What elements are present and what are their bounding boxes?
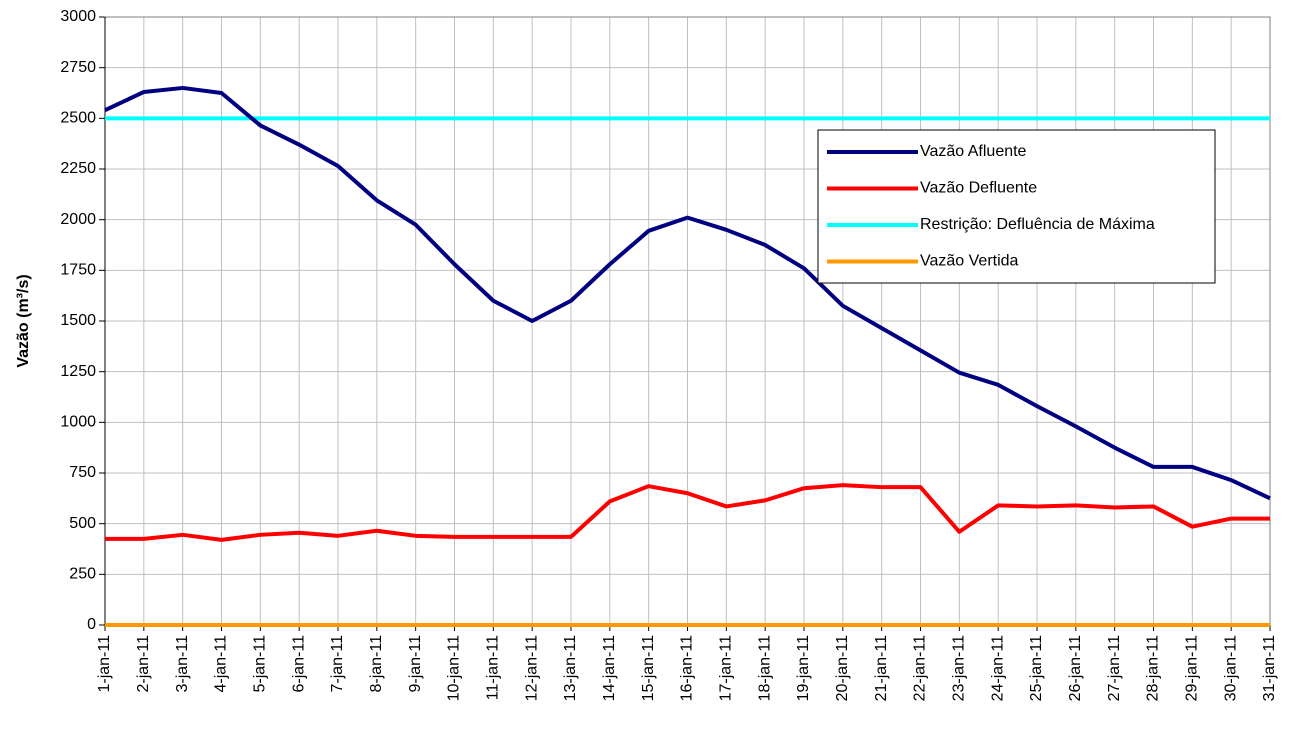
x-tick-label: 12-jan-11 bbox=[523, 635, 540, 702]
x-tick-label: 2-jan-11 bbox=[135, 635, 152, 693]
x-tick-label: 1-jan-11 bbox=[96, 635, 113, 693]
y-tick-label: 2000 bbox=[60, 211, 96, 228]
x-tick-label: 22-jan-11 bbox=[912, 635, 929, 702]
legend-label: Vazão Defluente bbox=[920, 180, 1037, 197]
x-tick-label: 9-jan-11 bbox=[407, 635, 424, 693]
x-tick-label: 17-jan-11 bbox=[718, 635, 735, 702]
x-tick-label: 7-jan-11 bbox=[329, 635, 346, 693]
y-tick-label: 1250 bbox=[60, 363, 96, 380]
x-tick-label: 11-jan-11 bbox=[485, 635, 502, 700]
x-tick-label: 10-jan-11 bbox=[446, 635, 463, 702]
y-tick-label: 500 bbox=[69, 515, 96, 532]
x-tick-label: 14-jan-11 bbox=[601, 635, 618, 702]
x-tick-label: 21-jan-11 bbox=[873, 635, 890, 702]
x-tick-label: 13-jan-11 bbox=[562, 635, 579, 702]
legend-label: Vazão Vertida bbox=[920, 253, 1019, 270]
x-tick-label: 15-jan-11 bbox=[640, 635, 657, 702]
y-tick-label: 1750 bbox=[60, 262, 96, 279]
x-tick-label: 3-jan-11 bbox=[174, 635, 191, 693]
x-tick-label: 25-jan-11 bbox=[1028, 635, 1045, 702]
x-tick-label: 6-jan-11 bbox=[290, 635, 307, 693]
y-tick-label: 1000 bbox=[60, 414, 96, 431]
y-tick-label: 2750 bbox=[60, 59, 96, 76]
y-tick-label: 2500 bbox=[60, 110, 96, 127]
x-tick-label: 28-jan-11 bbox=[1145, 635, 1162, 702]
series-line bbox=[105, 483, 1270, 542]
y-tick-label: 2250 bbox=[60, 160, 96, 177]
x-tick-label: 4-jan-11 bbox=[213, 635, 230, 693]
x-tick-label: 27-jan-11 bbox=[1106, 635, 1123, 702]
legend-label: Vazão Afluente bbox=[920, 143, 1027, 160]
x-tick-label: 29-jan-11 bbox=[1184, 635, 1201, 702]
y-tick-label: 750 bbox=[69, 464, 96, 481]
y-tick-label: 0 bbox=[87, 616, 96, 633]
x-tick-label: 20-jan-11 bbox=[834, 635, 851, 702]
y-tick-label: 3000 bbox=[60, 8, 96, 25]
x-tick-label: 26-jan-11 bbox=[1067, 635, 1084, 702]
legend-label: Restrição: Defluência de Máxima bbox=[920, 216, 1155, 233]
x-tick-label: 18-jan-11 bbox=[756, 635, 773, 702]
y-axis-label: Vazão (m³/s) bbox=[15, 274, 32, 367]
y-tick-label: 1500 bbox=[60, 312, 96, 329]
x-tick-label: 23-jan-11 bbox=[951, 635, 968, 702]
legend: Vazão Afluente Vazão Defluente Restrição: … bbox=[817, 129, 1216, 284]
x-tick-label: 16-jan-11 bbox=[679, 635, 696, 702]
x-tick-label: 30-jan-11 bbox=[1222, 635, 1239, 702]
x-tick-label: 5-jan-11 bbox=[252, 635, 269, 693]
x-tick-label: 19-jan-11 bbox=[795, 635, 812, 702]
x-tick-label: 31-jan-11 bbox=[1261, 635, 1278, 702]
legend-box bbox=[817, 129, 1216, 284]
x-tick-label: 24-jan-11 bbox=[989, 635, 1006, 702]
series-line bbox=[104, 85, 1271, 501]
x-tick-label: 8-jan-11 bbox=[368, 635, 385, 693]
y-tick-label: 250 bbox=[69, 566, 96, 583]
